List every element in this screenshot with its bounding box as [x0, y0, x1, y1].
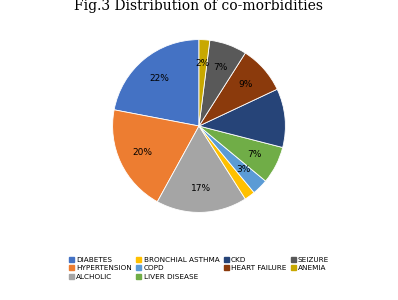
Wedge shape	[114, 40, 199, 126]
Text: 22%: 22%	[149, 74, 169, 82]
Wedge shape	[199, 126, 265, 193]
Text: 3%: 3%	[236, 166, 250, 175]
Title: Fig.3 Distribution of co-morbidities: Fig.3 Distribution of co-morbidities	[74, 0, 324, 13]
Text: 7%: 7%	[247, 150, 261, 159]
Text: 2%: 2%	[196, 59, 210, 68]
Wedge shape	[113, 110, 199, 202]
Wedge shape	[199, 126, 283, 181]
Text: 20%: 20%	[133, 148, 153, 157]
Text: 9%: 9%	[238, 80, 253, 89]
Wedge shape	[199, 40, 245, 126]
Text: 17%: 17%	[191, 184, 211, 193]
Text: 7%: 7%	[213, 63, 227, 72]
Legend: DIABETES, HYPERTENSION, ALCHOLIC, BRONCHIAL ASTHMA, COPD, LIVER DISEASE, CKD, HE: DIABETES, HYPERTENSION, ALCHOLIC, BRONCH…	[67, 255, 331, 282]
Wedge shape	[199, 53, 277, 126]
Wedge shape	[199, 40, 210, 126]
Wedge shape	[157, 126, 245, 212]
Wedge shape	[199, 126, 254, 199]
Wedge shape	[199, 89, 285, 148]
